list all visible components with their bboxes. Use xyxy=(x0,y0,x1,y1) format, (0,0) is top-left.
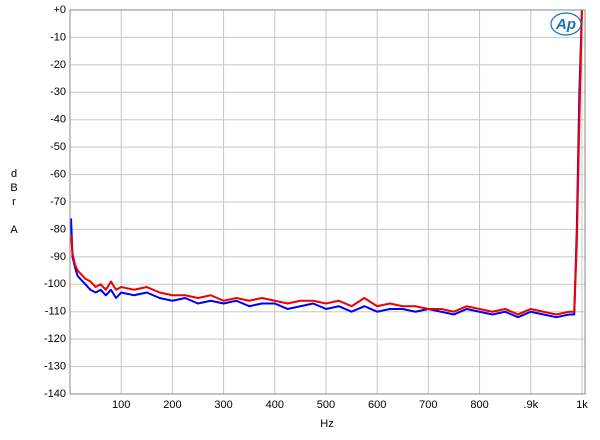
x-tick-label: 400 xyxy=(266,399,284,411)
plot-frame xyxy=(69,9,586,395)
grid xyxy=(70,9,585,395)
y-tick-label: -60 xyxy=(50,168,66,180)
x-tick-label: 200 xyxy=(163,399,181,411)
y-tick-label: -30 xyxy=(50,86,66,98)
x-tick-label: 300 xyxy=(214,399,232,411)
series-line xyxy=(70,9,583,319)
x-tick-label: .9k xyxy=(523,399,538,411)
y-tick-label: -70 xyxy=(50,196,66,208)
logo-ring xyxy=(550,12,582,36)
y-tick-label: -120 xyxy=(44,333,66,345)
y-tick-label: -100 xyxy=(44,278,66,290)
x-tick-label: 100 xyxy=(112,399,130,411)
y-tick-label: -130 xyxy=(44,360,66,372)
x-tick-label: 800 xyxy=(470,399,488,411)
x-tick-label: 1k xyxy=(576,399,588,411)
y-tick-label: -90 xyxy=(50,251,66,263)
logo: Ap xyxy=(555,16,576,33)
plot-lines xyxy=(70,9,583,319)
y-tick-label: -20 xyxy=(50,59,66,71)
y-tick-label: -80 xyxy=(50,223,66,235)
y-tick-label: -50 xyxy=(50,141,66,153)
y-tick-label: -10 xyxy=(50,31,66,43)
y-tick-label: -40 xyxy=(50,114,66,126)
x-tick-label: 500 xyxy=(317,399,335,411)
y-tick-label: -110 xyxy=(45,306,66,318)
x-tick-label: 700 xyxy=(419,399,437,411)
x-axis-label: Hz xyxy=(320,418,333,430)
x-tick-label: 600 xyxy=(368,399,386,411)
series-line xyxy=(70,9,583,316)
y-tick-label: -140 xyxy=(44,388,66,400)
y-tick-label: +0 xyxy=(53,4,66,16)
